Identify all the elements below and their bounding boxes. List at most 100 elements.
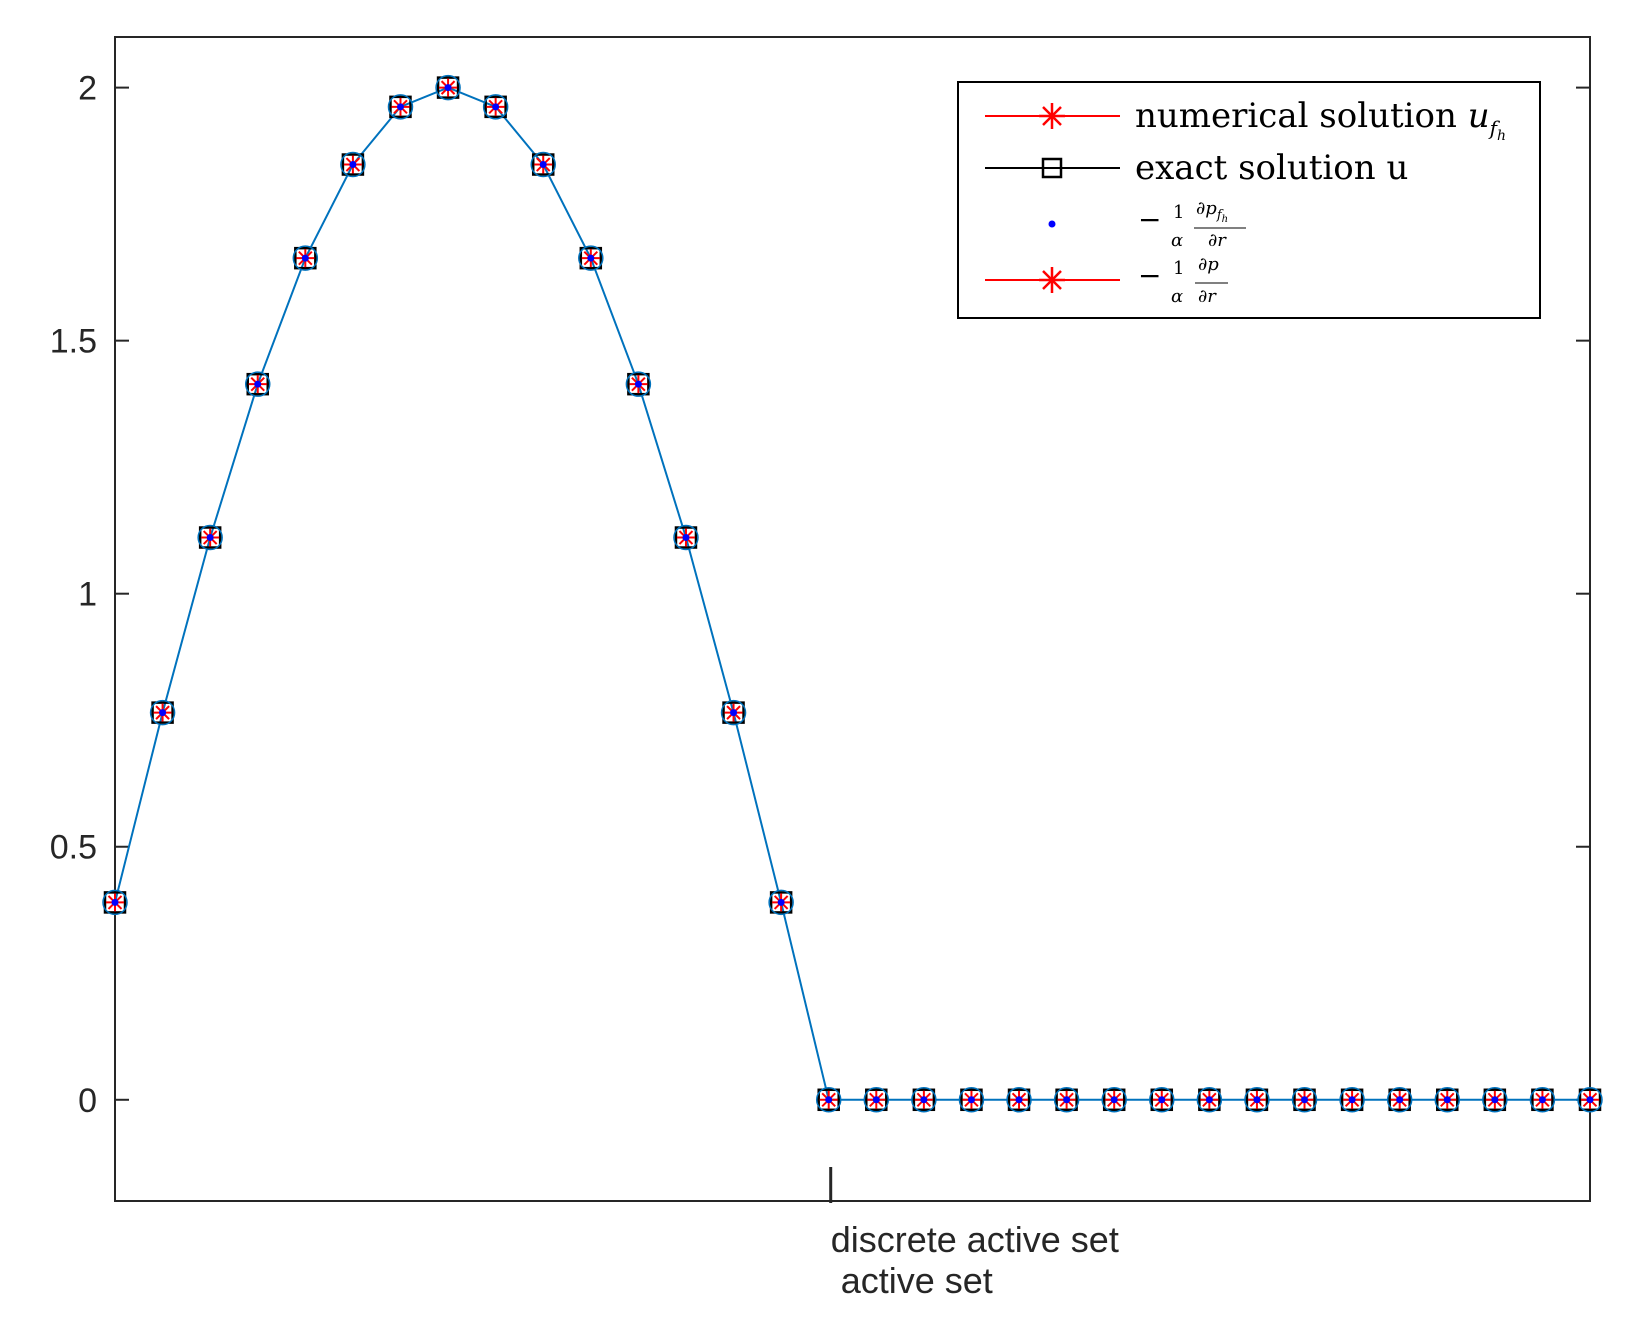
dot-marker xyxy=(634,380,642,388)
square-marker xyxy=(198,526,222,549)
legend-frac2-num-4: ∂p xyxy=(1198,254,1219,275)
asterisk-marker-icon xyxy=(1039,267,1065,293)
line-marker xyxy=(958,1087,985,1113)
square-marker xyxy=(1293,1088,1316,1112)
square-marker xyxy=(1578,1088,1602,1112)
square-marker xyxy=(1198,1088,1221,1112)
svg-text:numerical solution ufh: numerical solution ufh xyxy=(1135,96,1506,144)
line-marker xyxy=(1149,1087,1175,1113)
legend-item-exact: exact solution u xyxy=(985,148,1408,188)
dot-marker xyxy=(682,534,690,542)
dot-marker xyxy=(1538,1096,1546,1104)
legend-subsub-h: h xyxy=(1497,128,1506,144)
dot-marker xyxy=(349,161,357,169)
legend-minus-3: − xyxy=(1138,203,1161,236)
annotation-line-1: discrete active set xyxy=(831,1219,1119,1260)
line-marker xyxy=(1006,1087,1032,1113)
line-marker xyxy=(1196,1087,1223,1113)
dot-marker xyxy=(730,709,738,717)
square-marker xyxy=(960,1088,983,1112)
dot-marker xyxy=(1063,1096,1071,1104)
line-marker xyxy=(1101,1087,1127,1113)
line-marker xyxy=(911,1087,937,1113)
dot-marker xyxy=(1586,1096,1594,1104)
asterisk-marker-icon xyxy=(1039,103,1065,129)
square-marker xyxy=(722,701,745,724)
square-marker xyxy=(674,526,698,549)
legend: numerical solution ufh exact solution u … xyxy=(957,81,1541,319)
dot-marker xyxy=(301,254,309,262)
y-tick-label: 0 xyxy=(78,1082,97,1120)
line-marker xyxy=(482,94,509,120)
dot-marker xyxy=(1015,1096,1023,1104)
legend-frac2-subsub-3: h xyxy=(1222,214,1228,225)
line-marker xyxy=(1053,1087,1080,1113)
line-marker xyxy=(197,524,223,551)
square-marker xyxy=(769,891,793,914)
square-marker xyxy=(1055,1088,1078,1112)
line-marker xyxy=(578,245,604,271)
dot-marker xyxy=(1348,1096,1356,1104)
line-marker xyxy=(625,371,652,397)
square-marker xyxy=(1340,1088,1364,1112)
square-marker xyxy=(1388,1088,1411,1112)
square-marker xyxy=(1150,1088,1174,1112)
legend-frac-den-3: α xyxy=(1171,230,1183,251)
line-marker xyxy=(387,94,414,120)
square-marker xyxy=(294,246,317,270)
dot-marker xyxy=(1110,1096,1118,1104)
dot-marker xyxy=(396,103,404,111)
dot-marker xyxy=(777,898,785,906)
dot-marker xyxy=(1158,1096,1166,1104)
legend-label-1: numerical solution xyxy=(1135,96,1468,136)
line-marker xyxy=(244,371,271,397)
square-marker xyxy=(389,95,412,119)
square-marker xyxy=(1007,1088,1031,1112)
dot-marker xyxy=(444,84,452,92)
dot-marker xyxy=(539,161,547,169)
line-marker xyxy=(863,1087,890,1113)
legend-minus-4: − xyxy=(1138,259,1161,292)
square-marker xyxy=(912,1088,936,1112)
dot-marker xyxy=(967,1096,975,1104)
line-marker xyxy=(530,151,556,178)
square-marker xyxy=(817,1088,840,1112)
legend-label-2: exact solution u xyxy=(1135,148,1408,188)
dot-marker xyxy=(159,709,167,717)
y-tick-label: 1 xyxy=(78,576,97,614)
legend-item-exact-gradient: − 1 α ∂p ∂r xyxy=(985,254,1228,307)
square-marker xyxy=(103,891,127,914)
y-tick-label: 0.5 xyxy=(50,829,97,867)
dot-marker xyxy=(1253,1096,1261,1104)
dot-marker xyxy=(920,1096,928,1104)
legend-item-discrete-gradient: − 1 α ∂pfh ∂r xyxy=(1048,198,1246,251)
square-marker xyxy=(1436,1088,1459,1112)
legend-frac2-den-3: ∂r xyxy=(1208,230,1227,251)
dot-marker xyxy=(492,103,500,111)
dot-marker xyxy=(587,254,595,262)
dot-marker xyxy=(825,1096,833,1104)
line-marker xyxy=(435,74,461,101)
y-tick-label: 2 xyxy=(78,70,97,108)
square-marker-icon xyxy=(1041,157,1063,179)
line-marker xyxy=(1577,1087,1603,1113)
square-marker xyxy=(1245,1088,1269,1112)
dot-marker xyxy=(1205,1096,1213,1104)
line-marker xyxy=(1482,1087,1508,1113)
line-marker xyxy=(1529,1087,1556,1113)
line-marker xyxy=(292,245,319,271)
dot-marker xyxy=(1443,1096,1451,1104)
legend-frac2-den-4: ∂r xyxy=(1198,286,1217,307)
line-marker xyxy=(673,524,699,551)
line-marker xyxy=(1291,1087,1318,1113)
legend-frac-den-4: α xyxy=(1171,286,1183,307)
dot-marker-icon xyxy=(1048,220,1056,228)
square-marker xyxy=(627,372,650,396)
annotation-line-2: active set xyxy=(831,1260,993,1301)
legend-frac-num-3: 1 xyxy=(1173,202,1184,223)
square-marker xyxy=(436,76,460,99)
line-marker xyxy=(1244,1087,1270,1113)
dot-marker xyxy=(872,1096,880,1104)
line-marker xyxy=(1339,1087,1365,1113)
